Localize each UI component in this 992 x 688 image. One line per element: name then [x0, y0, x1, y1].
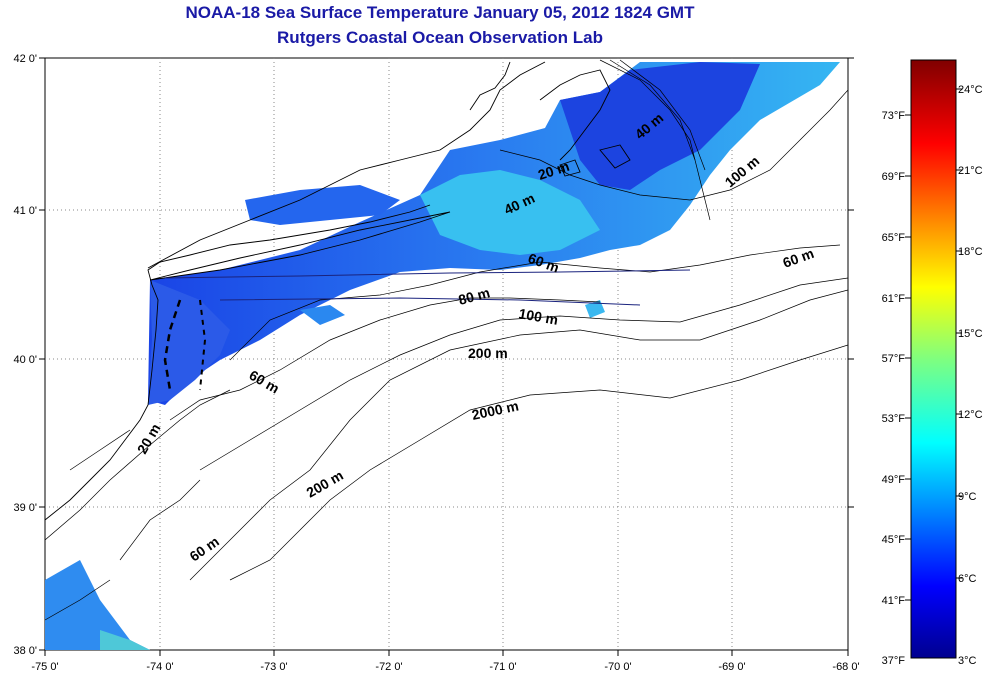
contour-label: 200 m: [468, 345, 508, 361]
lat-tick-label: 39 0': [13, 502, 37, 514]
lon-tick-label: -74 0': [146, 661, 173, 673]
colorbar-celsius-labels: 24°C 21°C 18°C 15°C 12°C 9°C 6°C 3°C: [958, 84, 983, 667]
longitude-labels: -75 0' -74 0' -73 0' -72 0' -71 0' -70 0…: [31, 661, 859, 673]
celsius-label: 3°C: [958, 655, 977, 667]
lon-tick-label: -70 0': [604, 661, 631, 673]
shipping-lane-2: [219, 297, 641, 306]
colorbar-fahrenheit-labels: 73°F 69°F 65°F 61°F 57°F 53°F 49°F 45°F …: [882, 110, 906, 667]
lat-tick-label: 41 0': [13, 205, 37, 217]
fahrenheit-label: 53°F: [882, 413, 906, 425]
map-subtitle: Rutgers Coastal Ocean Observation Lab: [277, 28, 603, 47]
lon-tick-label: -73 0': [260, 661, 287, 673]
colorbar-ticks: [905, 88, 962, 601]
map-title: NOAA-18 Sea Surface Temperature January …: [185, 3, 695, 22]
celsius-label: 24°C: [958, 84, 983, 96]
contour-label: 100 m: [517, 305, 559, 328]
fahrenheit-label: 57°F: [882, 353, 906, 365]
coastline: [45, 61, 631, 521]
latitude-labels: 42 0' 41 0' 40 0' 39 0' 38 0': [13, 53, 37, 657]
lat-tick-label: 42 0': [13, 53, 37, 65]
lat-tick-label: 40 0': [13, 354, 37, 366]
contour-label: 80 m: [457, 284, 492, 308]
lon-tick-label: -72 0': [375, 661, 402, 673]
celsius-label: 21°C: [958, 165, 983, 177]
colorbar: [910, 59, 957, 659]
celsius-label: 9°C: [958, 491, 977, 503]
celsius-label: 18°C: [958, 246, 983, 258]
shipping-lane: [164, 269, 691, 279]
lat-tick-label: 38 0': [13, 645, 37, 657]
fahrenheit-label: 45°F: [882, 534, 906, 546]
fahrenheit-label: 65°F: [882, 232, 906, 244]
transect-line: [163, 299, 182, 391]
bathymetry-contours: [45, 59, 848, 621]
fahrenheit-label: 37°F: [882, 655, 906, 667]
fahrenheit-label: 41°F: [882, 595, 906, 607]
celsius-label: 15°C: [958, 328, 983, 340]
lon-tick-label: -69 0': [718, 661, 745, 673]
lon-tick-label: -75 0': [31, 661, 58, 673]
fahrenheit-label: 73°F: [882, 110, 906, 122]
sst-cloud-free-patches: [45, 62, 840, 650]
transect-line-2: [199, 299, 207, 391]
lon-tick-label: -71 0': [489, 661, 516, 673]
lon-tick-label: -68 0': [832, 661, 859, 673]
fahrenheit-label: 69°F: [882, 171, 906, 183]
celsius-label: 6°C: [958, 573, 977, 585]
celsius-label: 12°C: [958, 409, 983, 421]
fahrenheit-label: 49°F: [882, 474, 906, 486]
fahrenheit-label: 61°F: [882, 293, 906, 305]
axis-tick-marks: [39, 57, 854, 656]
